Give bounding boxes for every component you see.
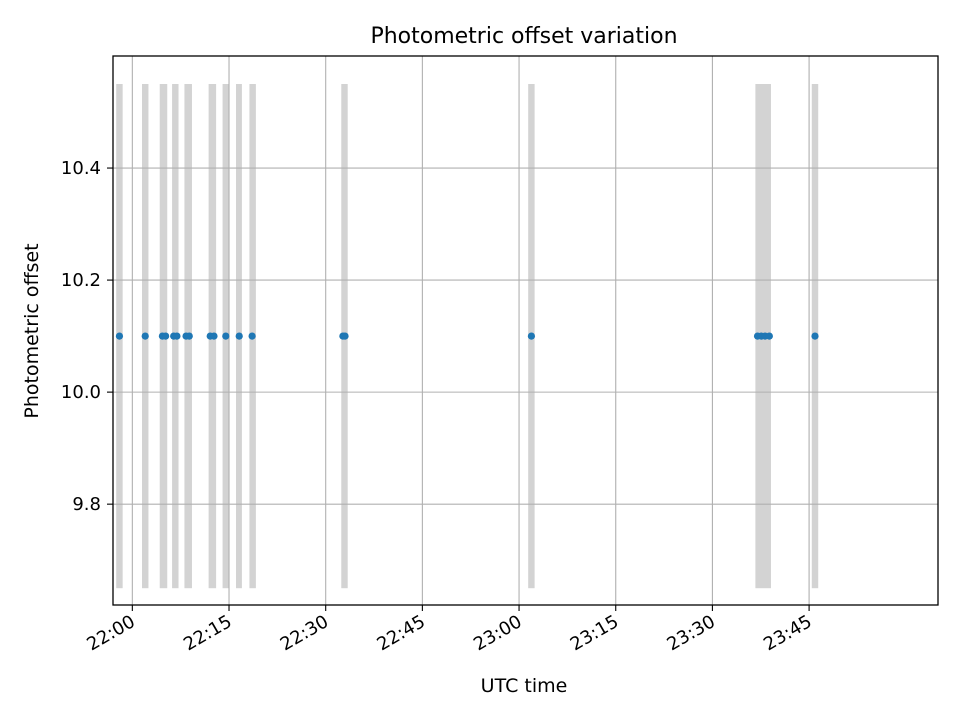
x-tick-label-6: 23:30 xyxy=(663,611,718,655)
data-point-0-0 xyxy=(115,332,124,340)
data-point-0-11 xyxy=(235,332,243,340)
data-point-0-15 xyxy=(527,332,536,340)
x-axis-label: UTC time xyxy=(481,675,568,697)
y-axis-label: Photometric offset xyxy=(21,243,43,418)
data-point-0-9 xyxy=(210,332,218,340)
data-point-0-12 xyxy=(248,332,256,340)
data-point-0-14 xyxy=(341,332,349,340)
x-tick-label-0: 22:00 xyxy=(83,611,138,655)
data-point-0-5 xyxy=(173,332,181,340)
y-tick-label-3: 10.4 xyxy=(61,158,101,179)
grid-lines xyxy=(113,56,938,605)
plot-frame xyxy=(112,55,939,606)
data-point-0-7 xyxy=(185,332,193,340)
x-tick-label-1: 22:15 xyxy=(180,611,235,655)
data-point-0-20 xyxy=(811,332,819,340)
x-tick-label-4: 23:00 xyxy=(470,611,525,655)
data-point-0-19 xyxy=(765,332,773,340)
y-tick-label-2: 10.2 xyxy=(61,270,101,291)
x-axis-ticks: 22:00 22:15 22:30 22:45 23:00 23:15 23:30 23:45 xyxy=(83,605,816,655)
y-tick-label-1: 10.0 xyxy=(61,382,101,403)
x-tick-label-7: 23:45 xyxy=(760,611,815,655)
y-axis-ticks: 9.8 10.0 10.2 10.4 xyxy=(61,158,113,515)
data-points xyxy=(115,332,819,340)
data-point-0-10 xyxy=(222,332,230,340)
data-point-0-1 xyxy=(141,332,149,340)
x-tick-label-5: 23:15 xyxy=(567,611,622,655)
y-tick-label-0: 9.8 xyxy=(72,494,101,515)
x-tick-label-3: 22:45 xyxy=(373,611,428,655)
data-point-0-3 xyxy=(162,332,170,340)
x-tick-label-2: 22:30 xyxy=(277,611,332,655)
chart-title: Photometric offset variation xyxy=(370,24,677,49)
